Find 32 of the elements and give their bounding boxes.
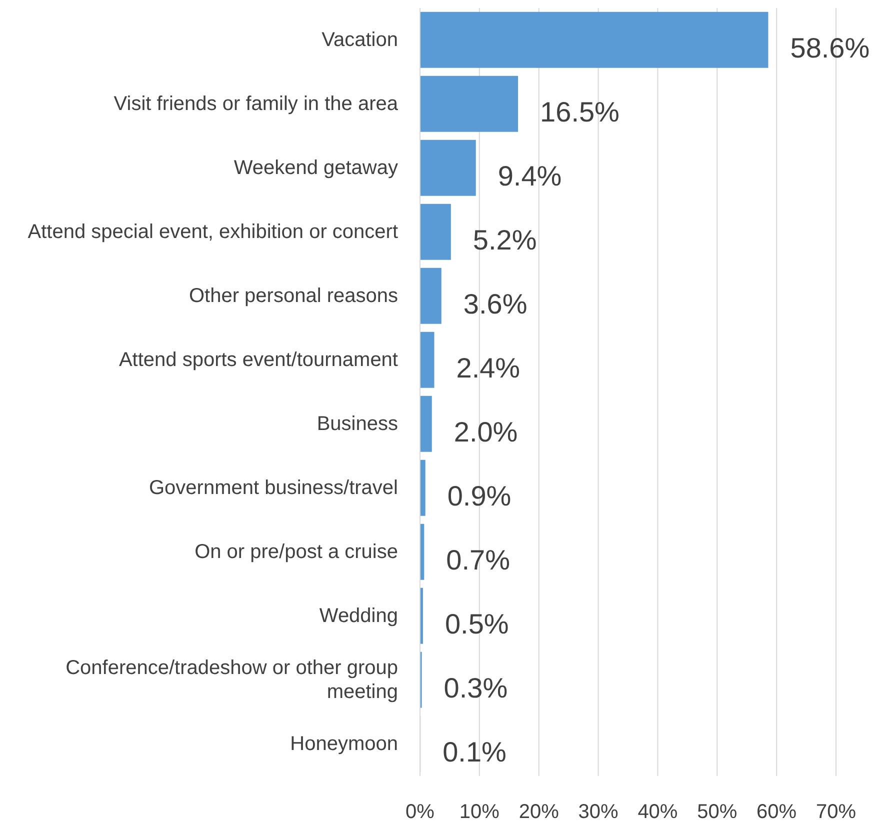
y-tick-label: Attend sports event/tournament — [118, 349, 398, 371]
x-tick-label: 60% — [756, 801, 797, 823]
y-tick-label: Wedding — [319, 605, 398, 627]
data-label: 2.4% — [456, 352, 520, 384]
y-tick-label: Weekend getaway — [234, 157, 398, 179]
y-tick-label: Vacation — [322, 29, 398, 51]
data-label: 0.5% — [444, 608, 509, 640]
x-tick-label: 50% — [697, 801, 738, 823]
x-tick-label: 20% — [518, 801, 560, 823]
x-tick-label: 30% — [578, 801, 619, 823]
data-label: 0.9% — [447, 480, 512, 512]
data-label: 0.3% — [444, 672, 508, 704]
y-tick-label: Government business/travel — [148, 477, 398, 499]
data-label: 2.0% — [454, 416, 518, 448]
data-label: 0.1% — [442, 736, 506, 768]
x-tick-label: 70% — [816, 801, 856, 823]
y-tick-label: Conference/tradeshow or other group meeting — [66, 657, 398, 703]
data-label: 16.5% — [540, 96, 620, 128]
y-tick-label: Business — [316, 413, 398, 435]
x-tick-label: 10% — [459, 801, 500, 823]
y-tick-label: On or pre/post a cruise — [194, 541, 398, 563]
y-tick-label: Other personal reasons — [188, 285, 398, 307]
data-label: 9.4% — [498, 160, 562, 192]
y-tick-label: Attend special event, exhibition or concert — [28, 221, 398, 243]
data-label: 5.2% — [472, 224, 537, 256]
data-label: 3.6% — [463, 288, 528, 320]
y-tick-label: Honeymoon — [290, 733, 398, 755]
x-tick-label: 40% — [638, 801, 678, 823]
y-tick-label: Visit friends or family in the area — [114, 93, 399, 115]
x-tick-label: 0% — [406, 801, 435, 823]
data-label: 0.7% — [446, 544, 510, 576]
data-label: 58.6% — [790, 32, 870, 64]
